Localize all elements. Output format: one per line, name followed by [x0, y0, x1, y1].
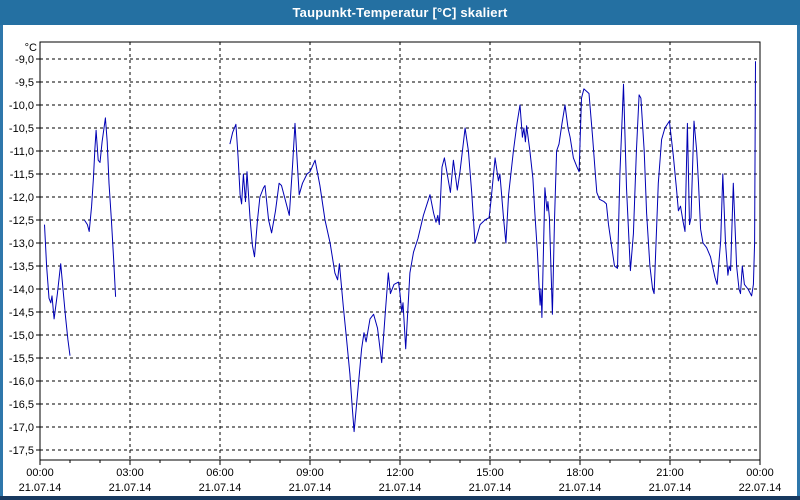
- data-line: [44, 224, 71, 356]
- y-tick-label: -10,0: [9, 100, 34, 112]
- x-tick-date-label: 22.07.14: [739, 482, 782, 494]
- x-tick-time-label: 09:00: [296, 467, 324, 479]
- x-tick-date-label: 21.07.14: [199, 482, 242, 494]
- x-tick-time-label: 00:00: [746, 467, 774, 479]
- y-tick-label: -16,0: [9, 376, 34, 388]
- x-tick-date-label: 21.07.14: [559, 482, 602, 494]
- x-tick-date-label: 21.07.14: [379, 482, 422, 494]
- x-axis-labels: 00:00 21.07.14 03:00 21.07.14 06:00 21.07.14 0…: [19, 467, 782, 494]
- y-tick-label: -12,5: [9, 215, 34, 227]
- x-tick-date-label: 21.07.14: [109, 482, 152, 494]
- y-tick-label: -15,5: [9, 353, 34, 365]
- y-tick-label: -14,0: [9, 284, 34, 296]
- x-tick-time-label: 06:00: [206, 467, 234, 479]
- y-tick-label: -11,0: [10, 146, 34, 158]
- data-line: [83, 117, 117, 297]
- axis-ticks: [36, 58, 761, 465]
- x-tick-date-label: 21.07.14: [19, 482, 62, 494]
- y-tick-label: -9,5: [15, 77, 34, 89]
- x-tick-time-label: 03:00: [116, 467, 144, 479]
- y-tick-label: -17,0: [9, 422, 34, 434]
- y-tick-label: -15,0: [9, 330, 34, 342]
- y-tick-label: -9,0: [15, 54, 34, 66]
- y-tick-label: -16,5: [9, 399, 34, 411]
- y-axis-unit-label: °C: [25, 42, 37, 54]
- x-tick-date-label: 21.07.14: [469, 482, 512, 494]
- data-line: [229, 61, 756, 433]
- x-tick-time-label: 00:00: [26, 467, 54, 479]
- x-tick-time-label: 15:00: [476, 467, 504, 479]
- y-tick-label: -13,0: [9, 238, 34, 250]
- y-axis-labels: °C-9,0 -9,5 -10,0 -10,5 -11,0 -11,5 -12,0 -12,5…: [9, 42, 37, 457]
- y-tick-label: -14,5: [9, 307, 34, 319]
- y-tick-label: -13,5: [9, 261, 34, 273]
- window-titlebar[interactable]: Taupunkt-Temperatur [°C] skaliert: [0, 0, 800, 25]
- x-tick-date-label: 21.07.14: [649, 482, 692, 494]
- y-tick-label: -11,5: [10, 169, 34, 181]
- x-tick-time-label: 12:00: [386, 467, 414, 479]
- y-tick-label: -17,5: [9, 445, 34, 457]
- window-title: Taupunkt-Temperatur [°C] skaliert: [292, 5, 508, 20]
- y-tick-label: -12,0: [9, 192, 34, 204]
- y-tick-label: -10,5: [9, 123, 34, 135]
- chart-canvas: °C-9,0 -9,5 -10,0 -10,5 -11,0 -11,5 -12,0 -12,5…: [9, 41, 782, 494]
- gridlines: [40, 42, 760, 460]
- x-tick-time-label: 18:00: [566, 467, 594, 479]
- x-tick-time-label: 21:00: [656, 467, 684, 479]
- x-tick-date-label: 21.07.14: [289, 482, 332, 494]
